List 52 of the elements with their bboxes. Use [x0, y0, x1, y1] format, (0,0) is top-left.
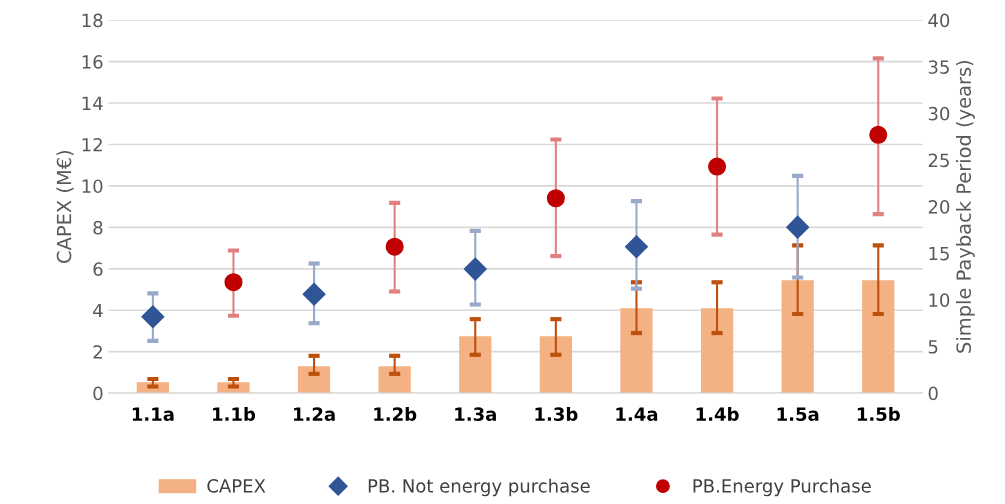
point	[141, 305, 165, 329]
y2-tick-label: 30	[928, 106, 950, 121]
y2-tick-label: 15	[929, 246, 949, 261]
x-tick-label: 1.4a	[616, 407, 658, 421]
y-tick-label: 16	[82, 55, 103, 69]
y2-tick-label: 25	[928, 153, 949, 168]
y-tick-label: 14	[82, 96, 103, 110]
y-tick-label: 10	[82, 179, 103, 194]
legend-label: PB. Not energy purchase	[368, 478, 590, 497]
y-axis-title: CAPEX (M€)	[56, 150, 74, 263]
point	[385, 237, 404, 256]
x-tick-label: 1.5a	[777, 407, 819, 421]
point	[224, 273, 243, 292]
bar	[862, 280, 895, 394]
y-tick-label: 12	[82, 137, 102, 152]
x-tick-label: 1.1a	[132, 407, 174, 421]
y2-axis-title: Simple Payback Period (years)	[955, 60, 975, 353]
bar	[700, 308, 734, 394]
x-tick-label: 1.2a	[294, 407, 335, 421]
bar	[459, 336, 492, 394]
x-tick-label: 1.3b	[535, 407, 578, 421]
legend-label: CAPEX	[207, 479, 266, 493]
x-tick-label: 1.4b	[696, 407, 739, 421]
y2-tick-label: 20	[928, 200, 950, 214]
bar	[781, 280, 814, 394]
y-tick-label: 6	[93, 262, 103, 276]
x-tick-label: 1.1b	[213, 407, 256, 421]
bar	[620, 308, 653, 394]
y-tick-label: 0	[93, 386, 103, 401]
bar	[378, 366, 411, 394]
legend-label: PB.Energy Purchase	[693, 478, 871, 497]
point	[708, 157, 727, 176]
y2-tick-label: 10	[929, 293, 950, 307]
y-tick-label: 18	[82, 13, 103, 28]
y2-tick-label: 40	[928, 13, 950, 28]
point	[786, 215, 810, 239]
y2-tick-label: 0	[928, 386, 938, 401]
x-tick-label: 1.3a	[455, 407, 496, 421]
x-tick-label: 1.5b	[857, 407, 900, 421]
y-tick-label: 8	[93, 220, 103, 235]
y-tick-label: 4	[93, 303, 103, 318]
x-tick-label: 1.2b	[374, 407, 417, 421]
point	[624, 235, 648, 259]
y2-tick-label: 35	[928, 60, 949, 74]
y-tick-label: 2	[93, 345, 102, 359]
point	[302, 282, 326, 306]
y2-tick-label: 5	[928, 340, 938, 354]
bar	[539, 336, 572, 394]
point	[869, 125, 888, 144]
bar	[297, 366, 331, 394]
point	[546, 189, 565, 208]
point	[463, 257, 487, 281]
